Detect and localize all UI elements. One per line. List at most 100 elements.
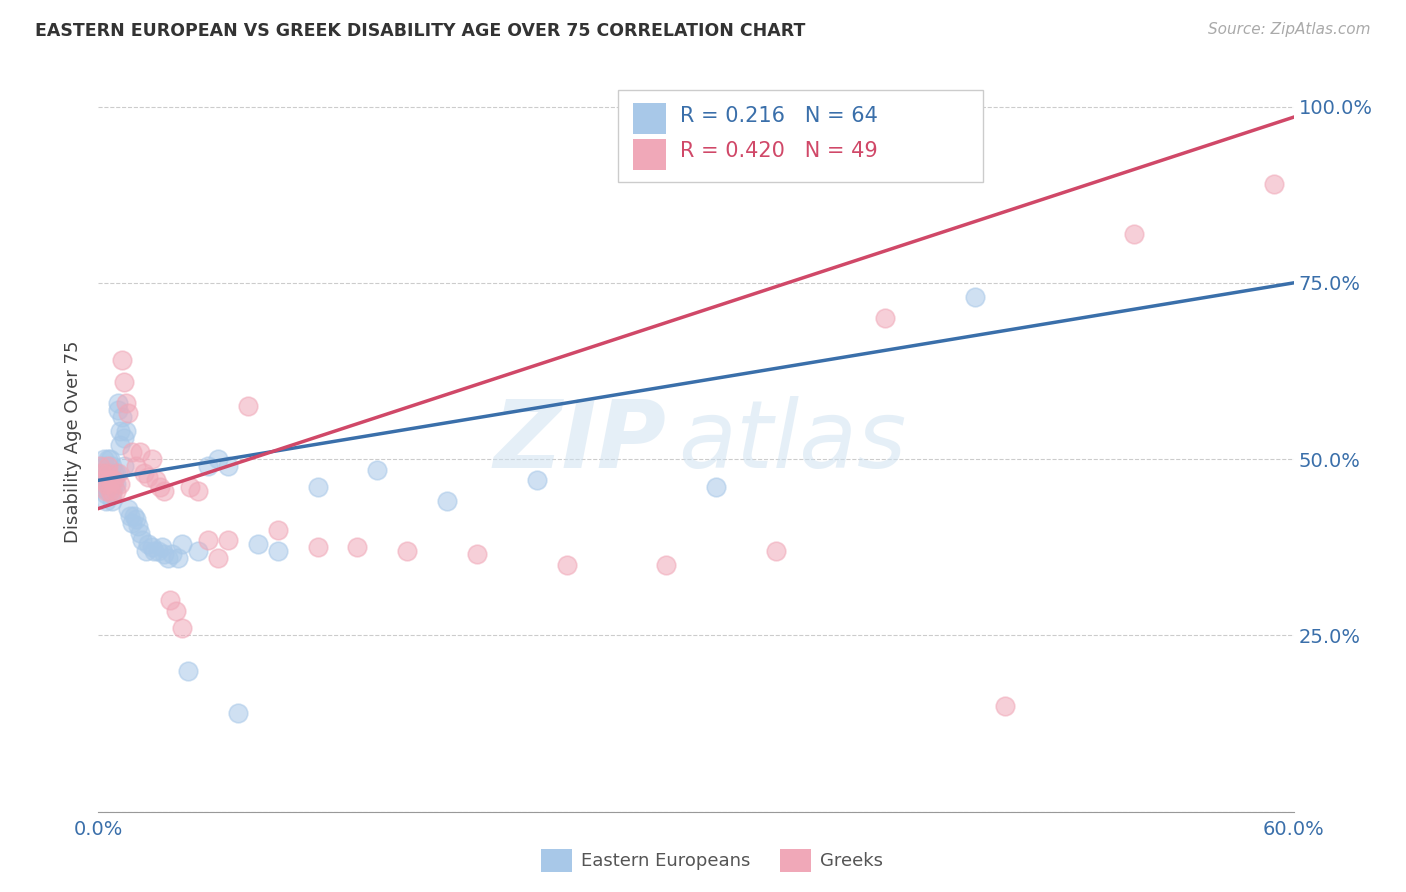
Point <box>963 290 986 304</box>
Point <box>134 467 156 481</box>
Point <box>103 467 125 481</box>
Point <box>436 494 458 508</box>
Point <box>117 501 139 516</box>
Point <box>105 467 128 481</box>
Point <box>207 550 229 565</box>
Point <box>127 519 149 533</box>
Point <box>101 459 124 474</box>
Point <box>236 399 259 413</box>
Point <box>121 516 143 530</box>
Point <box>217 459 239 474</box>
Point <box>172 537 194 551</box>
Point <box>107 396 129 410</box>
Point <box>111 409 134 424</box>
Bar <box>633 139 666 169</box>
Point <box>346 541 368 555</box>
Point <box>157 550 180 565</box>
Text: Source: ZipAtlas.com: Source: ZipAtlas.com <box>1208 22 1371 37</box>
Point <box>91 473 114 487</box>
Point <box>153 483 176 498</box>
Point <box>101 487 124 501</box>
Text: atlas: atlas <box>678 396 907 487</box>
Point <box>267 523 290 537</box>
Y-axis label: Disability Age Over 75: Disability Age Over 75 <box>65 340 83 543</box>
Point <box>246 537 269 551</box>
Point <box>101 494 124 508</box>
Point <box>307 541 329 555</box>
Point <box>97 459 120 474</box>
Point <box>145 473 167 487</box>
Point <box>125 512 148 526</box>
Point <box>97 483 120 498</box>
Point <box>307 480 329 494</box>
Point <box>153 547 176 561</box>
Point <box>93 452 115 467</box>
Point <box>93 470 115 484</box>
Bar <box>633 103 666 135</box>
Point <box>187 483 209 498</box>
Point <box>100 473 122 487</box>
Point <box>93 473 115 487</box>
Text: R = 0.216   N = 64: R = 0.216 N = 64 <box>681 106 879 126</box>
Text: Greeks: Greeks <box>820 852 883 870</box>
Point <box>93 459 115 474</box>
Point <box>117 406 139 420</box>
Text: R = 0.420   N = 49: R = 0.420 N = 49 <box>681 141 879 161</box>
Point <box>187 544 209 558</box>
Point <box>131 533 153 548</box>
Point <box>197 459 219 474</box>
Point <box>125 459 148 474</box>
Point <box>112 459 135 474</box>
Point <box>172 621 194 635</box>
Point <box>107 467 129 481</box>
Point <box>96 480 118 494</box>
Point <box>177 664 200 678</box>
Point <box>396 544 419 558</box>
Point <box>110 424 132 438</box>
Point <box>160 547 183 561</box>
Point <box>141 541 163 555</box>
Point <box>110 438 132 452</box>
Text: Eastern Europeans: Eastern Europeans <box>581 852 749 870</box>
Point <box>143 544 166 558</box>
Point <box>226 706 249 720</box>
Point <box>97 452 120 467</box>
Point <box>267 544 290 558</box>
Point <box>91 480 114 494</box>
Point <box>100 483 122 498</box>
Point <box>141 452 163 467</box>
Point <box>97 467 120 481</box>
Point <box>96 476 118 491</box>
Point <box>107 402 129 417</box>
Point <box>96 483 118 498</box>
Point <box>197 533 219 548</box>
Point <box>105 483 128 498</box>
Point <box>159 593 181 607</box>
Point <box>765 544 787 558</box>
Point <box>91 467 114 481</box>
Point <box>110 476 132 491</box>
Point <box>96 494 118 508</box>
Point <box>100 470 122 484</box>
Point <box>149 480 172 494</box>
Point <box>100 480 122 494</box>
Point <box>555 558 578 572</box>
Point <box>112 431 135 445</box>
Point <box>111 353 134 368</box>
Point <box>103 473 125 487</box>
Point <box>89 467 111 481</box>
Point <box>100 452 122 467</box>
Point <box>120 508 142 523</box>
Point <box>148 544 170 558</box>
Text: ZIP: ZIP <box>494 395 666 488</box>
Point <box>136 470 159 484</box>
Point <box>165 604 187 618</box>
Point <box>704 480 727 494</box>
Point <box>101 483 124 498</box>
Point <box>207 452 229 467</box>
Point <box>136 537 159 551</box>
Point <box>875 311 897 326</box>
Point <box>101 473 124 487</box>
Point <box>103 476 125 491</box>
Point <box>129 445 152 459</box>
